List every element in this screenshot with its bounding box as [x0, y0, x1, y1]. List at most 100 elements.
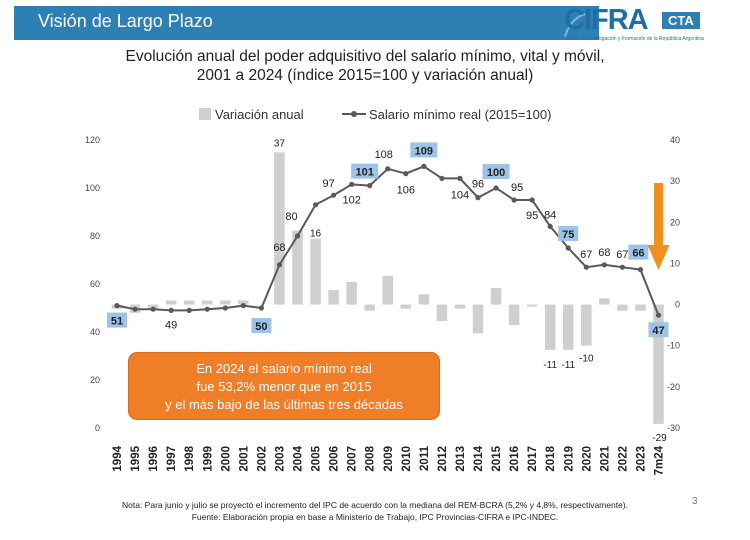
chart-source: Fuente: Elaboración propia en base a Min…: [191, 512, 559, 522]
bar: [581, 304, 592, 346]
data-label-box: [351, 163, 379, 179]
chart-note: Nota: Para junio y julio se proyectó el …: [122, 500, 628, 510]
right-tick-label: 30: [670, 176, 680, 186]
salary-line: [114, 163, 662, 318]
line-point: [294, 233, 301, 239]
data-label: 96: [472, 179, 484, 191]
bar: [544, 304, 556, 350]
bar: [418, 294, 430, 305]
line-point: [204, 306, 210, 312]
data-label: 49: [165, 319, 177, 331]
data-label: 95: [511, 182, 523, 194]
x-tick-label: 2008: [365, 445, 377, 471]
page-number: 3: [692, 496, 698, 507]
x-tick-label: 2002: [256, 446, 268, 472]
x-tick-label: 2020: [581, 446, 593, 472]
right-tick-label: -30: [667, 423, 680, 433]
bar: [346, 281, 357, 305]
x-tick-label: 2004: [293, 445, 305, 471]
data-label: 51: [111, 316, 123, 328]
line-point: [186, 307, 192, 313]
logo-cta-badge: CTA: [662, 12, 700, 29]
bar: [454, 304, 466, 309]
data-label: -29: [652, 433, 667, 444]
bar: [617, 304, 628, 311]
right-tick-label: 20: [670, 217, 680, 227]
x-tick-label: 2014: [473, 445, 485, 471]
line-point: [168, 307, 174, 313]
data-label: 67: [616, 249, 628, 261]
x-tick-label: 2015: [491, 445, 503, 471]
bar: [436, 304, 448, 322]
x-tick-label: 1996: [148, 446, 160, 472]
bar: [165, 300, 177, 305]
chart-title-line1: Evolución anual del poder adquisitivo de…: [125, 48, 605, 65]
x-tick-label: 7m24: [654, 445, 666, 475]
x-tick-label: 1998: [184, 445, 196, 471]
x-axis-labels: 1994 1995 1996 1997 1998 1999 2000 2001 2002 2003…: [112, 445, 666, 475]
line-point: [547, 223, 553, 229]
data-label: 80: [285, 211, 297, 223]
header: Visión de Largo Plazo CIFRA CTA Centro d…: [0, 0, 750, 44]
x-tick-label: 2012: [437, 446, 449, 472]
callout-line3: y el más bajo de las últimas tres década…: [165, 397, 403, 412]
data-label-box: [558, 226, 579, 241]
x-tick-label: 2005: [311, 445, 323, 471]
data-label-box: [482, 164, 510, 179]
legend-bar-swatch: [199, 108, 211, 120]
line-point: [601, 262, 607, 268]
legend-line-label: Salario mínimo real (2015=100): [369, 107, 551, 122]
left-tick-label: 60: [90, 279, 100, 289]
logo-text: CIFRA: [564, 4, 649, 36]
x-tick-label: 2006: [329, 446, 341, 472]
left-tick-label: 100: [85, 183, 100, 193]
bar: [400, 304, 412, 309]
bar: [183, 300, 195, 305]
line-point: [367, 183, 373, 189]
bar: [202, 300, 213, 305]
x-tick-label: 1997: [166, 446, 178, 472]
data-label: 37: [274, 138, 286, 149]
legend-bar-label: Variación anual: [215, 107, 304, 122]
bars: [111, 152, 664, 424]
bar: [310, 238, 321, 305]
line-point: [421, 163, 427, 169]
bar: [382, 275, 393, 305]
data-label: 106: [397, 185, 415, 197]
data-label: -10: [579, 354, 594, 365]
line-point: [114, 303, 120, 309]
bar: [490, 288, 502, 305]
chart-title: Evolución anual del poder adquisitivo de…: [60, 47, 670, 85]
line-point: [403, 171, 409, 177]
data-label-box: [648, 322, 669, 338]
x-tick-label: 2019: [563, 446, 575, 472]
x-tick-label: 2009: [383, 446, 395, 472]
x-tick-label: 2022: [617, 446, 629, 472]
x-tick-label: 2023: [635, 446, 647, 472]
left-axis: 0 20 40 60 80 100 120: [85, 135, 100, 433]
right-tick-label: -10: [667, 341, 680, 351]
callout-line2: fue 53,2% menor que en 2015: [196, 379, 372, 394]
legend: Variación anual Salario mínimo real (201…: [199, 107, 551, 122]
line-point: [312, 202, 319, 208]
down-arrow-icon: [647, 183, 670, 270]
data-label: 95: [526, 210, 538, 222]
logo-subtitle: Centro de Investigación y Formación de l…: [564, 36, 704, 42]
line-point: [222, 305, 228, 311]
left-tick-label: 20: [90, 375, 100, 385]
bar: [526, 304, 538, 307]
header-bar: [14, 6, 599, 40]
data-label: -11: [543, 360, 557, 371]
data-label-box: [628, 244, 649, 260]
x-tick-label: 2003: [274, 446, 286, 472]
line-point: [331, 192, 337, 198]
line-point: [475, 195, 481, 201]
data-label: 102: [342, 194, 360, 206]
data-label: 104: [451, 189, 469, 201]
line-point: [529, 197, 535, 203]
bar: [238, 300, 249, 305]
data-label: 47: [652, 325, 664, 337]
x-tick-label: 2018: [545, 445, 557, 471]
bar: [472, 304, 484, 334]
